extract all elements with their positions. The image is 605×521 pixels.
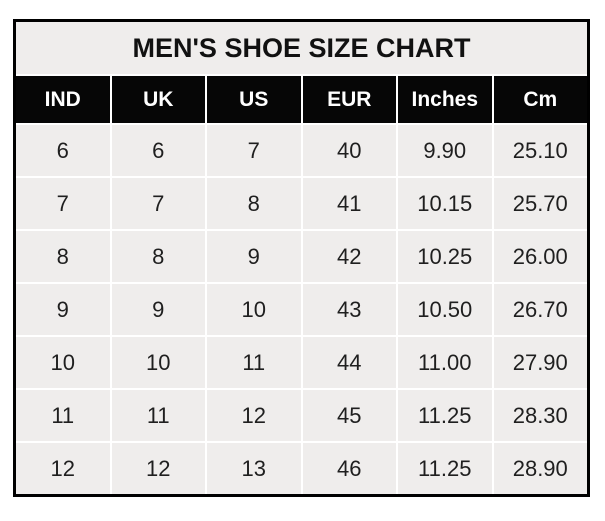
table-cell: 27.90 xyxy=(493,337,587,388)
shoe-size-table: MEN'S SHOE SIZE CHART IND UK US EUR Inches Cm… xyxy=(13,19,590,497)
table-cell: 7 xyxy=(16,178,110,229)
table-cell: 11.00 xyxy=(398,337,492,388)
table-cell: 10 xyxy=(111,337,205,388)
table-cell: 28.90 xyxy=(493,443,587,494)
table-cell: 41 xyxy=(302,178,396,229)
column-header-us: US xyxy=(207,76,301,123)
table-cell: 11 xyxy=(207,337,301,388)
table-cell: 9.90 xyxy=(398,125,492,176)
table-cell: 26.00 xyxy=(493,231,587,282)
table-cell: 25.70 xyxy=(493,178,587,229)
column-header-inches: Inches xyxy=(398,76,492,123)
table-cell: 10 xyxy=(16,337,110,388)
column-header-uk: UK xyxy=(111,76,205,123)
chart-title: MEN'S SHOE SIZE CHART xyxy=(16,22,587,74)
table-cell: 28.30 xyxy=(493,390,587,441)
table-cell: 8 xyxy=(111,231,205,282)
table-cell: 8 xyxy=(16,231,110,282)
column-header-cm: Cm xyxy=(493,76,587,123)
table-cell: 26.70 xyxy=(493,284,587,335)
column-header-ind: IND xyxy=(16,76,110,123)
table-cell: 9 xyxy=(207,231,301,282)
table-cell: 12 xyxy=(111,443,205,494)
column-header-eur: EUR xyxy=(302,76,396,123)
table-cell: 40 xyxy=(302,125,396,176)
table-cell: 45 xyxy=(302,390,396,441)
table-cell: 12 xyxy=(207,390,301,441)
table-cell: 10.25 xyxy=(398,231,492,282)
table-cell: 6 xyxy=(16,125,110,176)
table-cell: 11 xyxy=(16,390,110,441)
table-cell: 42 xyxy=(302,231,396,282)
table-cell: 7 xyxy=(111,178,205,229)
table-cell: 7 xyxy=(207,125,301,176)
table-cell: 25.10 xyxy=(493,125,587,176)
table-cell: 43 xyxy=(302,284,396,335)
table-cell: 13 xyxy=(207,443,301,494)
table-cell: 9 xyxy=(111,284,205,335)
table-cell: 11 xyxy=(111,390,205,441)
table-cell: 10 xyxy=(207,284,301,335)
table-cell: 10.50 xyxy=(398,284,492,335)
table-cell: 11.25 xyxy=(398,443,492,494)
table-cell: 10.15 xyxy=(398,178,492,229)
table-cell: 8 xyxy=(207,178,301,229)
table-cell: 44 xyxy=(302,337,396,388)
table-cell: 6 xyxy=(111,125,205,176)
table-cell: 46 xyxy=(302,443,396,494)
table-cell: 11.25 xyxy=(398,390,492,441)
table-cell: 12 xyxy=(16,443,110,494)
table-cell: 9 xyxy=(16,284,110,335)
